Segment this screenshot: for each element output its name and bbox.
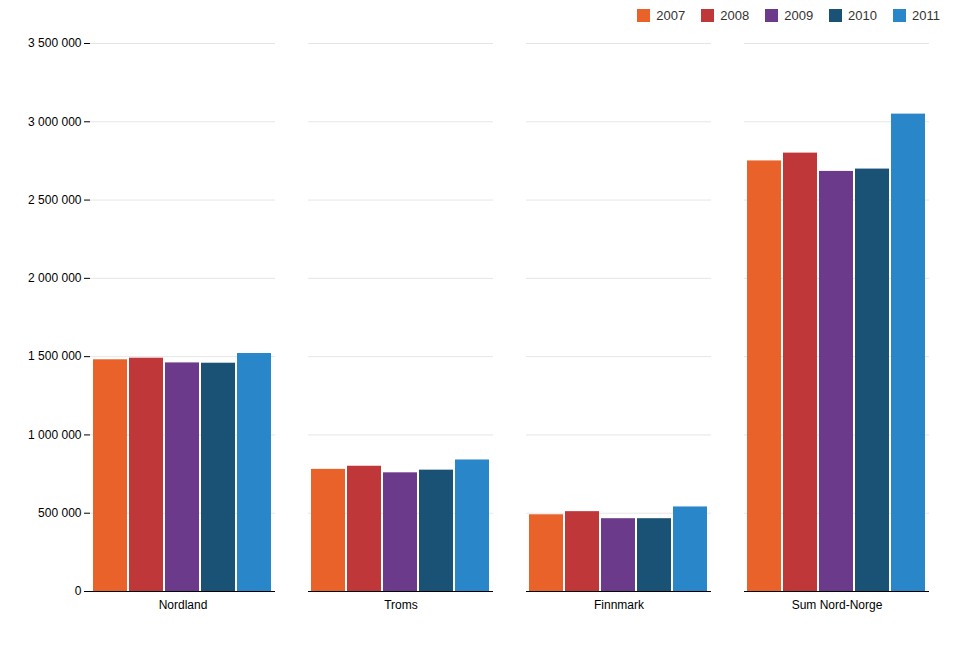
html-text:2009: 2009 bbox=[784, 8, 814, 23]
html-text:2007: 2007 bbox=[656, 8, 686, 23]
svg-text:0: 0 bbox=[75, 584, 82, 598]
svg-text:Troms: Troms bbox=[384, 598, 418, 612]
svg-text:1 000 000: 1 000 000 bbox=[28, 428, 82, 442]
html-text:2011: 2011 bbox=[912, 8, 940, 23]
svg-text:2 000 000: 2 000 000 bbox=[28, 271, 82, 285]
svg-text:500 000: 500 000 bbox=[38, 506, 82, 520]
svg-text:3 500 000: 3 500 000 bbox=[28, 36, 82, 50]
html-text:2010: 2010 bbox=[848, 8, 877, 23]
svg-text:Finnmark: Finnmark bbox=[594, 598, 645, 612]
svg-text:1 500 000: 1 500 000 bbox=[28, 349, 82, 363]
svg-text:2 500 000: 2 500 000 bbox=[28, 193, 82, 207]
svg-text:Sum Nord-Norge: Sum Nord-Norge bbox=[792, 598, 883, 612]
svg-text:3 000 000: 3 000 000 bbox=[28, 115, 82, 129]
html-text:2008: 2008 bbox=[720, 8, 750, 23]
svg-text:Nordland: Nordland bbox=[159, 598, 208, 612]
